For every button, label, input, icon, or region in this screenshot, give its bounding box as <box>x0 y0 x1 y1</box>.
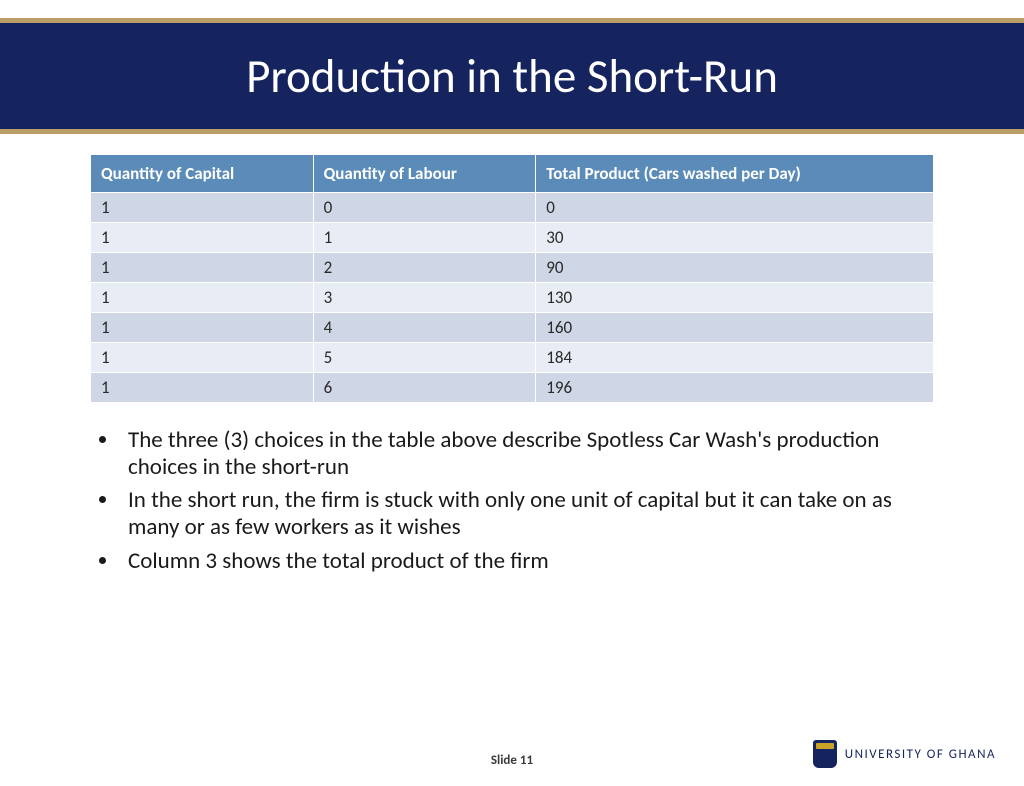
cell: 6 <box>313 373 536 403</box>
cell: 1 <box>91 373 314 403</box>
crest-icon <box>813 740 837 768</box>
table-row: 1 5 184 <box>91 343 934 373</box>
cell: 160 <box>536 313 934 343</box>
cell: 184 <box>536 343 934 373</box>
table-row: 1 4 160 <box>91 313 934 343</box>
production-table: Quantity of Capital Quantity of Labour T… <box>90 154 934 403</box>
cell: 4 <box>313 313 536 343</box>
university-name: UNIVERSITY OF GHANA <box>845 747 996 762</box>
title-banner: Production in the Short-Run <box>0 18 1024 134</box>
cell: 1 <box>91 253 314 283</box>
list-item: The three (3) choices in the table above… <box>120 427 934 481</box>
table-row: 1 3 130 <box>91 283 934 313</box>
cell: 1 <box>91 223 314 253</box>
table-row: 1 1 30 <box>91 223 934 253</box>
col-header-capital: Quantity of Capital <box>91 155 314 193</box>
cell: 5 <box>313 343 536 373</box>
table-row: 1 2 90 <box>91 253 934 283</box>
university-logo-block: UNIVERSITY OF GHANA <box>813 740 996 768</box>
cell: 3 <box>313 283 536 313</box>
list-item: In the short run, the firm is stuck with… <box>120 487 934 541</box>
cell: 1 <box>313 223 536 253</box>
cell: 90 <box>536 253 934 283</box>
page-title: Production in the Short-Run <box>0 47 1024 105</box>
cell: 0 <box>536 193 934 223</box>
cell: 1 <box>91 283 314 313</box>
cell: 2 <box>313 253 536 283</box>
content-area: Quantity of Capital Quantity of Labour T… <box>0 134 1024 575</box>
footer: Slide 11 UNIVERSITY OF GHANA <box>0 753 1024 768</box>
cell: 196 <box>536 373 934 403</box>
col-header-labour: Quantity of Labour <box>313 155 536 193</box>
table-header-row: Quantity of Capital Quantity of Labour T… <box>91 155 934 193</box>
cell: 1 <box>91 313 314 343</box>
cell: 0 <box>313 193 536 223</box>
col-header-total-product: Total Product (Cars washed per Day) <box>536 155 934 193</box>
bullet-list: The three (3) choices in the table above… <box>90 427 934 575</box>
table-row: 1 0 0 <box>91 193 934 223</box>
cell: 30 <box>536 223 934 253</box>
list-item: Column 3 shows the total product of the … <box>120 548 934 575</box>
table-row: 1 6 196 <box>91 373 934 403</box>
cell: 130 <box>536 283 934 313</box>
cell: 1 <box>91 343 314 373</box>
cell: 1 <box>91 193 314 223</box>
